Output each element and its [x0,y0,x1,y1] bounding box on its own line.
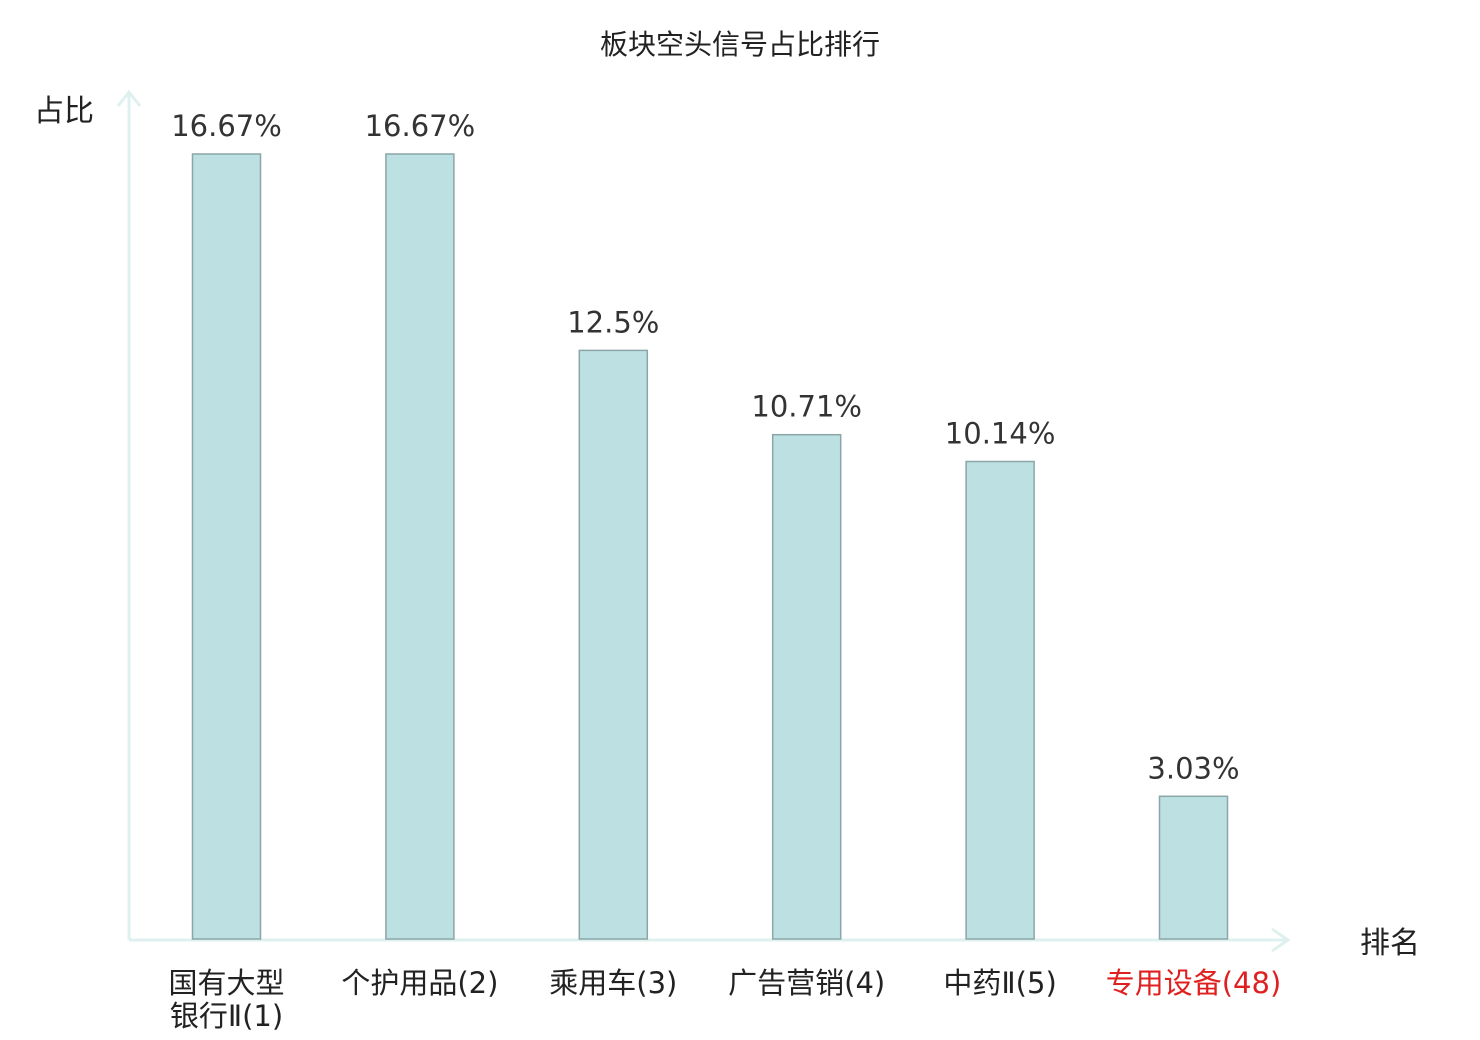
bar-5 [965,460,1035,940]
y-axis-arrow [116,89,142,107]
value-label-5: 10.14% [945,417,1056,451]
category-label-line: 广告营销(4) [728,966,885,1000]
category-label-line: 专用设备(48) [1106,966,1282,1000]
category-label-line: 个护用品(2) [341,966,498,1000]
category-label-line: 中药Ⅱ(5) [943,966,1056,1000]
bar-1 [191,153,262,940]
bars-group [191,153,1229,940]
category-label-5: 中药Ⅱ(5) [943,966,1056,1000]
value-labels-group: 16.67% 16.67% 12.5% 10.71% 10.14% 3.03% [171,109,1239,785]
value-label-4: 10.71% [751,390,862,424]
x-axis-label: 排名 [1360,926,1420,961]
category-label-6: 专用设备(48) [1106,966,1282,1000]
category-label-2: 个护用品(2) [341,966,498,1000]
category-label-1: 国有大型银行Ⅱ(1) [168,966,284,1033]
bar-6 [1158,795,1229,940]
category-labels-group: 国有大型银行Ⅱ(1) 个护用品(2) 乘用车(3) 广告营销(4) 中药Ⅱ(5) 专用设备… [168,966,1281,1033]
chart-title: 板块空头信号占比排行 [600,28,880,61]
value-label-6: 3.03% [1147,751,1239,785]
x-axis-arrow [1271,927,1291,953]
category-label-line: 国有大型 [168,966,284,1000]
category-label-line: 银行Ⅱ(1) [170,999,283,1033]
bar-4 [771,433,842,940]
category-label-line: 乘用车(3) [549,966,677,1000]
value-label-1: 16.67% [171,109,282,143]
category-label-3: 乘用车(3) [549,966,677,1000]
bar-3 [578,349,649,940]
value-label-3: 12.5% [567,305,659,339]
bar-2 [385,153,455,940]
value-label-2: 16.67% [365,109,476,143]
y-axis-label: 占比 [34,94,94,129]
category-label-4: 广告营销(4) [728,966,885,1000]
